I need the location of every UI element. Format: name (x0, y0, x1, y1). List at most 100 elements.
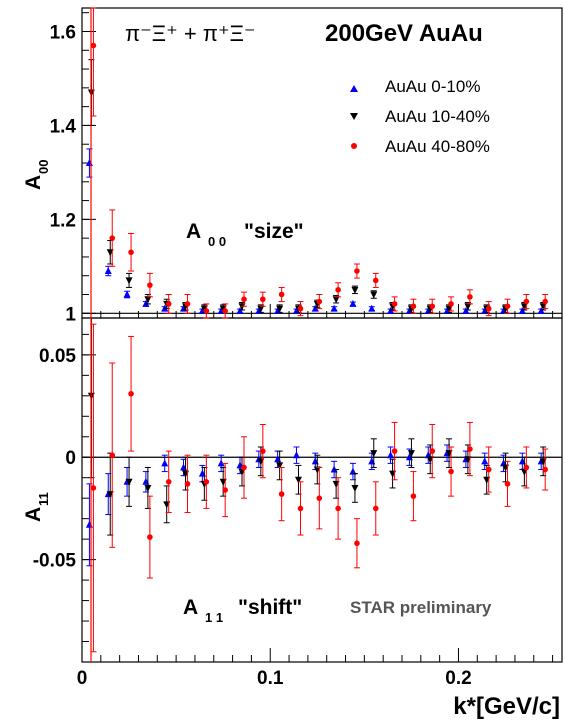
data-point (316, 495, 323, 501)
data-point (429, 303, 436, 310)
watermark: STAR preliminary (350, 598, 492, 617)
data-point (407, 450, 415, 458)
top-panel-points (85, 7, 549, 319)
data-point (125, 478, 133, 486)
data-point (297, 305, 304, 312)
data-point (485, 305, 492, 312)
bottom-y-label-sub: 11 (36, 492, 51, 506)
data-point (241, 296, 247, 303)
top-y-label-a: A (22, 175, 45, 190)
data-point (351, 286, 359, 294)
bottom-panel-frame (81, 317, 563, 663)
data-point (128, 249, 134, 256)
data-point (276, 305, 284, 313)
data-point (316, 298, 323, 305)
data-point (485, 466, 492, 473)
bottom-panel-points (85, 8, 549, 662)
data-point (410, 493, 417, 499)
data-point (523, 298, 530, 305)
data-point (260, 448, 266, 454)
data-point (184, 481, 191, 487)
data-point (241, 464, 247, 471)
y-tick-label: 0 (65, 448, 76, 469)
y-tick-label: 1 (65, 304, 76, 325)
data-point (372, 277, 379, 284)
data-point (391, 301, 398, 307)
y-tick-label: 1.6 (50, 22, 76, 43)
data-point (467, 446, 473, 452)
data-point (481, 457, 489, 465)
data-point (161, 459, 169, 467)
data-point (504, 303, 511, 310)
top-y-label: A 00 (22, 160, 51, 190)
data-point (410, 303, 417, 310)
legend-label-0-10: AuAu 0-10% (385, 77, 480, 96)
data-point (203, 308, 210, 314)
data-point (370, 291, 378, 299)
data-point (330, 304, 338, 312)
bottom-y-axis-ticks: -0.05 0 0.05 (33, 333, 562, 663)
data-point (184, 301, 191, 307)
data-point (332, 296, 340, 304)
data-point (292, 451, 300, 459)
y-tick-label: -0.05 (33, 551, 77, 572)
title-reaction: π⁻Ξ⁺ + π⁺Ξ⁻ (125, 21, 255, 46)
data-point (222, 308, 228, 314)
data-point (297, 505, 304, 512)
data-point (109, 452, 116, 458)
data-point (523, 464, 530, 471)
data-point (448, 301, 454, 307)
legend-marker-0-10 (350, 85, 358, 92)
y-tick-label: 1.2 (50, 210, 76, 231)
x-tick-label: 0.1 (257, 668, 284, 689)
data-point (391, 448, 398, 454)
top-annotation-text: "size" (244, 220, 304, 243)
data-point (128, 390, 134, 397)
x-axis-ticks: 0 0.1 0.2 (77, 304, 554, 689)
x-tick-label: 0.2 (445, 668, 471, 689)
data-point (165, 479, 172, 485)
data-point (90, 42, 97, 49)
data-point (144, 296, 152, 304)
legend-label-40-80: AuAu 40-80% (385, 137, 490, 156)
data-point (448, 468, 454, 475)
data-point (165, 301, 172, 307)
data-point (542, 298, 548, 305)
data-point (260, 296, 266, 303)
y-tick-label: 1.4 (50, 116, 77, 137)
data-point (429, 448, 436, 454)
top-panel-frame (81, 7, 563, 319)
legend: AuAu 0-10% AuAu 10-40% AuAu 40-80% (350, 77, 490, 156)
data-point (203, 479, 210, 485)
data-point (123, 290, 131, 298)
data-point (278, 291, 285, 298)
data-point (90, 485, 97, 491)
bottom-annotation-text: "shift" (238, 596, 302, 619)
data-point (276, 462, 284, 470)
data-point (464, 303, 472, 311)
data-point (349, 299, 357, 307)
data-point (125, 277, 133, 285)
bottom-y-label: A 11 (22, 492, 51, 522)
data-point (147, 282, 153, 288)
data-point (147, 534, 153, 540)
top-y-label-sub: 00 (36, 160, 51, 174)
data-point (354, 540, 360, 547)
data-point (504, 481, 511, 487)
data-point (467, 294, 473, 300)
data-point (85, 520, 93, 528)
top-annotation-a: A (186, 220, 201, 243)
data-point (370, 450, 378, 458)
data-point (542, 466, 548, 473)
bottom-annotation-a: A (183, 596, 198, 619)
x-tick-label: 0 (77, 668, 88, 689)
data-point (217, 459, 225, 467)
data-point (278, 491, 285, 497)
data-point (335, 505, 341, 512)
data-point (222, 487, 228, 493)
data-point (104, 267, 112, 275)
data-point (109, 235, 116, 241)
data-point (257, 305, 265, 313)
data-point (372, 505, 379, 512)
